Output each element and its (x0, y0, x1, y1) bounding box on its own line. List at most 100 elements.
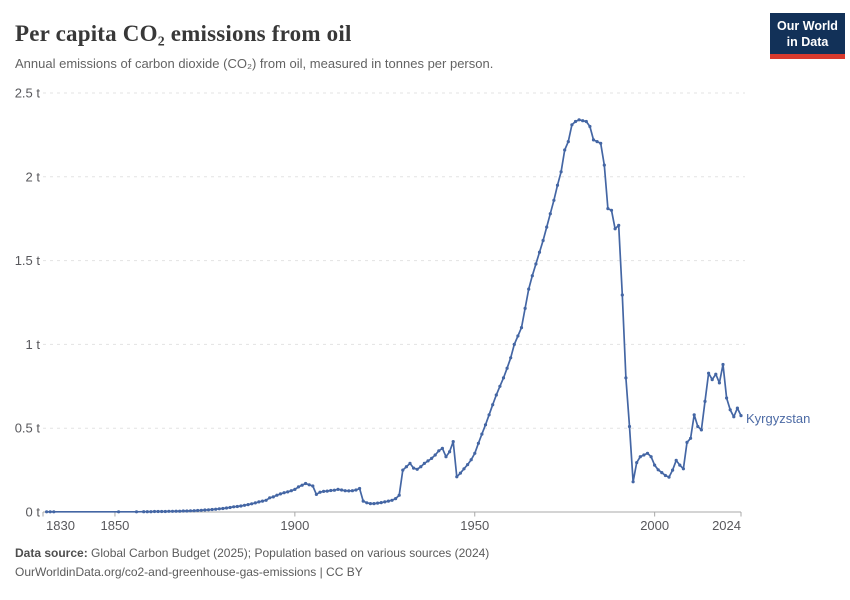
data-point-marker[interactable] (555, 183, 560, 187)
data-point-marker[interactable] (278, 492, 283, 496)
data-point-marker[interactable] (426, 459, 430, 463)
data-point-marker[interactable] (613, 227, 617, 231)
data-point-marker[interactable] (170, 509, 175, 513)
data-point-marker[interactable] (203, 508, 207, 512)
data-point-marker[interactable] (487, 413, 491, 417)
data-point-marker[interactable] (325, 489, 329, 493)
data-point-marker[interactable] (250, 502, 254, 506)
data-point-marker[interactable] (498, 384, 502, 388)
data-point-marker[interactable] (505, 366, 509, 370)
data-point-marker[interactable] (322, 489, 326, 493)
data-point-marker[interactable] (368, 502, 372, 506)
citation-link[interactable]: OurWorldinData.org/co2-and-greenhouse-ga… (15, 565, 363, 579)
data-point-marker[interactable] (516, 334, 520, 338)
data-point-marker[interactable] (581, 119, 585, 123)
data-point-marker[interactable] (307, 483, 311, 487)
data-point-marker[interactable] (469, 458, 473, 462)
data-point-marker[interactable] (645, 451, 650, 455)
data-point-marker[interactable] (563, 148, 567, 152)
data-point-marker[interactable] (671, 468, 675, 472)
data-point-marker[interactable] (422, 461, 426, 465)
data-point-marker[interactable] (178, 509, 182, 513)
data-point-marker[interactable] (653, 463, 657, 467)
data-point-marker[interactable] (527, 287, 531, 291)
data-point-marker[interactable] (246, 503, 250, 507)
data-point-marker[interactable] (530, 274, 534, 278)
data-point-marker[interactable] (383, 500, 387, 504)
data-point-marker[interactable] (286, 490, 290, 494)
data-point-marker[interactable] (318, 490, 322, 494)
data-point-marker[interactable] (458, 471, 462, 475)
data-point-marker[interactable] (271, 495, 275, 499)
data-point-marker[interactable] (548, 212, 552, 216)
data-point-marker[interactable] (595, 140, 599, 144)
data-point-marker[interactable] (268, 496, 272, 500)
data-line[interactable] (45, 118, 742, 513)
data-point-marker[interactable] (534, 262, 538, 266)
data-point-marker[interactable] (444, 455, 448, 459)
data-point-marker[interactable] (282, 491, 286, 495)
data-point-marker[interactable] (451, 440, 455, 444)
data-point-marker[interactable] (293, 487, 297, 491)
data-point-marker[interactable] (624, 376, 628, 380)
data-point-marker[interactable] (45, 510, 49, 514)
data-point-marker[interactable] (678, 463, 682, 467)
data-point-marker[interactable] (340, 488, 344, 492)
data-point-marker[interactable] (408, 461, 412, 465)
data-point-marker[interactable] (390, 498, 394, 502)
data-point-marker[interactable] (156, 509, 160, 514)
data-point-marker[interactable] (358, 486, 362, 491)
data-point-marker[interactable] (199, 508, 203, 512)
data-point-marker[interactable] (696, 424, 700, 429)
data-point-marker[interactable] (275, 493, 279, 497)
data-point-marker[interactable] (142, 510, 146, 514)
data-point-marker[interactable] (494, 393, 498, 397)
data-point-marker[interactable] (732, 415, 736, 419)
data-point-marker[interactable] (372, 502, 376, 506)
data-point-marker[interactable] (188, 509, 193, 513)
data-point-marker[interactable] (663, 473, 668, 478)
data-point-marker[interactable] (232, 505, 236, 509)
data-point-marker[interactable] (365, 501, 369, 505)
data-point-marker[interactable] (541, 238, 545, 243)
data-point-marker[interactable] (397, 493, 401, 497)
data-point-marker[interactable] (343, 489, 347, 493)
data-point-marker[interactable] (606, 207, 610, 211)
data-point-marker[interactable] (537, 250, 542, 254)
data-point-marker[interactable] (361, 499, 365, 503)
data-point-marker[interactable] (703, 399, 707, 403)
data-point-marker[interactable] (512, 342, 516, 346)
data-point-marker[interactable] (433, 453, 437, 457)
data-point-marker[interactable] (448, 450, 452, 454)
data-point-marker[interactable] (221, 506, 225, 511)
data-point-marker[interactable] (394, 497, 398, 501)
data-point-marker[interactable] (117, 510, 121, 514)
data-point-marker[interactable] (206, 508, 211, 512)
data-point-marker[interactable] (329, 488, 333, 493)
data-point-marker[interactable] (609, 208, 614, 212)
data-point-marker[interactable] (134, 510, 139, 514)
data-point-marker[interactable] (163, 509, 167, 514)
data-point-marker[interactable] (466, 463, 470, 467)
data-point-marker[interactable] (404, 465, 408, 469)
data-point-marker[interactable] (717, 381, 722, 385)
data-point-marker[interactable] (570, 123, 574, 127)
data-point-marker[interactable] (552, 198, 556, 202)
data-point-marker[interactable] (214, 507, 218, 511)
data-point-marker[interactable] (455, 475, 459, 479)
data-point-marker[interactable] (692, 413, 696, 417)
data-point-marker[interactable] (412, 466, 416, 470)
data-point-marker[interactable] (602, 163, 606, 167)
owid-logo[interactable]: Our World in Data (770, 13, 845, 59)
data-point-marker[interactable] (296, 485, 301, 489)
data-point-marker[interactable] (145, 510, 149, 514)
data-point-marker[interactable] (674, 458, 678, 462)
data-point-marker[interactable] (192, 509, 196, 513)
data-point-marker[interactable] (311, 484, 315, 488)
data-point-marker[interactable] (350, 489, 354, 493)
data-point-marker[interactable] (725, 396, 729, 400)
data-point-marker[interactable] (152, 509, 157, 514)
data-point-marker[interactable] (710, 378, 714, 382)
data-point-marker[interactable] (599, 141, 603, 145)
data-point-marker[interactable] (476, 441, 480, 445)
